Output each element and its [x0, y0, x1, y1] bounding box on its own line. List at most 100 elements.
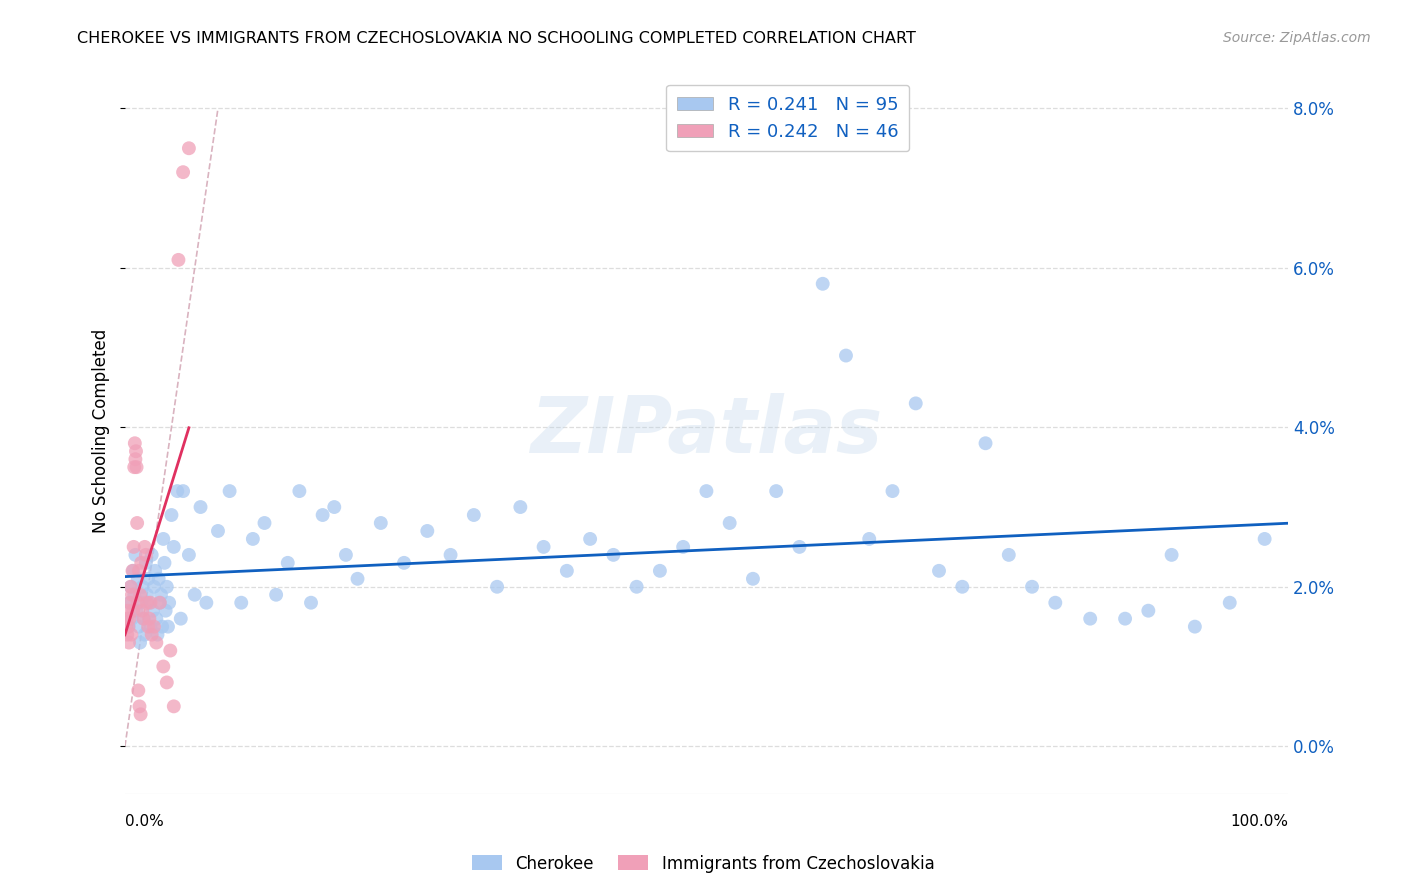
Point — [695, 484, 717, 499]
Point — [136, 620, 159, 634]
Point — [160, 508, 183, 522]
Point — [124, 452, 146, 467]
Point — [120, 627, 142, 641]
Point — [166, 484, 188, 499]
Point — [153, 556, 176, 570]
Point — [121, 564, 143, 578]
Point — [141, 627, 163, 641]
Point — [150, 620, 173, 634]
Point — [128, 699, 150, 714]
Point — [231, 596, 253, 610]
Point — [997, 548, 1019, 562]
Point — [579, 532, 602, 546]
Point — [264, 588, 287, 602]
Point — [555, 564, 578, 578]
Point — [141, 548, 163, 562]
Point — [1078, 612, 1101, 626]
Point — [136, 596, 159, 610]
Point — [311, 508, 333, 522]
Point — [124, 436, 146, 450]
Point — [117, 627, 139, 641]
Point — [648, 564, 671, 578]
Point — [139, 596, 162, 610]
Point — [335, 548, 357, 562]
Point — [152, 659, 174, 673]
Point — [190, 500, 212, 514]
Point — [486, 580, 509, 594]
Point — [129, 556, 152, 570]
Point — [156, 675, 179, 690]
Point — [152, 532, 174, 546]
Point — [125, 604, 148, 618]
Point — [118, 612, 141, 626]
Point — [138, 596, 160, 610]
Point — [858, 532, 880, 546]
Point — [125, 460, 148, 475]
Point — [150, 588, 173, 602]
Point — [127, 683, 149, 698]
Point — [177, 548, 200, 562]
Point — [120, 580, 142, 594]
Point — [172, 165, 194, 179]
Point — [117, 604, 139, 618]
Point — [149, 596, 172, 610]
Point — [463, 508, 485, 522]
Point — [115, 620, 138, 634]
Point — [163, 540, 186, 554]
Point — [124, 548, 146, 562]
Point — [143, 580, 166, 594]
Point — [115, 612, 138, 626]
Point — [1219, 596, 1241, 610]
Point — [533, 540, 555, 554]
Point — [127, 572, 149, 586]
Point — [134, 540, 156, 554]
Point — [131, 604, 153, 618]
Point — [626, 580, 648, 594]
Text: 0.0%: 0.0% — [125, 814, 163, 829]
Point — [146, 627, 169, 641]
Point — [129, 588, 152, 602]
Point — [163, 699, 186, 714]
Point — [136, 588, 159, 602]
Point — [136, 572, 159, 586]
Point — [149, 596, 172, 610]
Text: CHEROKEE VS IMMIGRANTS FROM CZECHOSLOVAKIA NO SCHOOLING COMPLETED CORRELATION CH: CHEROKEE VS IMMIGRANTS FROM CZECHOSLOVAK… — [77, 31, 917, 46]
Point — [121, 612, 143, 626]
Point — [122, 588, 145, 602]
Point — [1114, 612, 1136, 626]
Y-axis label: No Schooling Completed: No Schooling Completed — [93, 329, 110, 533]
Point — [346, 572, 368, 586]
Legend: R = 0.241   N = 95, R = 0.242   N = 46: R = 0.241 N = 95, R = 0.242 N = 46 — [666, 85, 910, 152]
Point — [156, 580, 179, 594]
Point — [718, 516, 741, 530]
Point — [117, 620, 139, 634]
Point — [811, 277, 834, 291]
Point — [882, 484, 904, 499]
Point — [765, 484, 787, 499]
Point — [135, 548, 157, 562]
Point — [288, 484, 311, 499]
Point — [142, 604, 165, 618]
Point — [392, 556, 415, 570]
Legend: Cherokee, Immigrants from Czechoslovakia: Cherokee, Immigrants from Czechoslovakia — [465, 848, 941, 880]
Point — [195, 596, 218, 610]
Point — [1160, 548, 1182, 562]
Point — [242, 532, 264, 546]
Point — [177, 141, 200, 155]
Point — [835, 349, 858, 363]
Point — [128, 620, 150, 634]
Point — [1184, 620, 1206, 634]
Point — [299, 596, 322, 610]
Point — [118, 596, 141, 610]
Point — [145, 612, 167, 626]
Point — [509, 500, 531, 514]
Point — [1253, 532, 1275, 546]
Point — [370, 516, 392, 530]
Point — [904, 396, 927, 410]
Point — [143, 620, 166, 634]
Point — [117, 620, 139, 634]
Point — [131, 580, 153, 594]
Point — [127, 516, 149, 530]
Point — [122, 460, 145, 475]
Point — [125, 444, 148, 458]
